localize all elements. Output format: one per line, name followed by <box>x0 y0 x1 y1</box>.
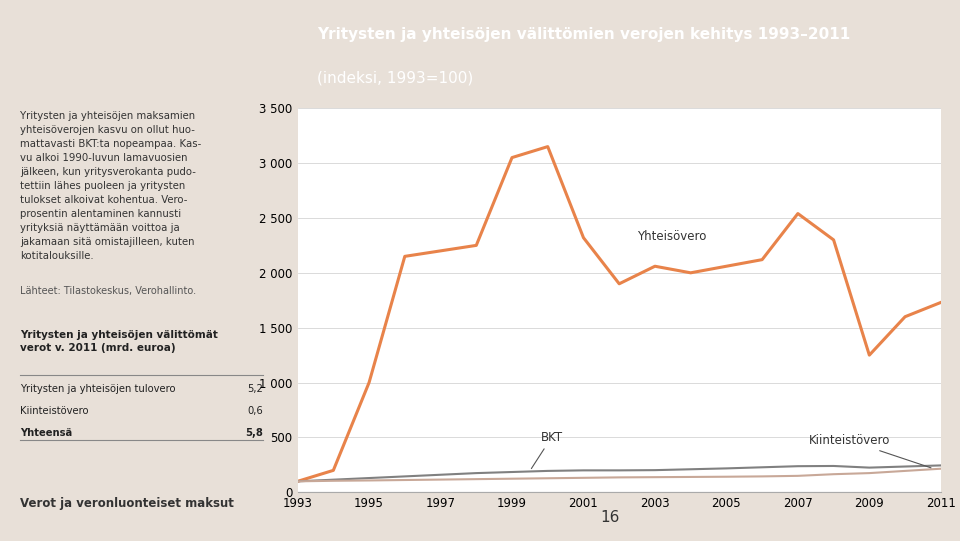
Text: Yritysten ja yhteisöjen välittömien verojen kehitys 1993–2011: Yritysten ja yhteisöjen välittömien vero… <box>317 27 851 42</box>
Text: Yritysten ja yhteisöjen välittömät
verot v. 2011 (mrd. euroa): Yritysten ja yhteisöjen välittömät verot… <box>20 330 218 353</box>
Text: Yhteisövero: Yhteisövero <box>637 230 707 243</box>
Text: 0,6: 0,6 <box>248 406 263 415</box>
Text: Kiinteistövero: Kiinteistövero <box>20 406 88 415</box>
Text: (indeksi, 1993=100): (indeksi, 1993=100) <box>317 70 473 85</box>
Text: Lähteet: Tilastokeskus, Verohallinto.: Lähteet: Tilastokeskus, Verohallinto. <box>20 286 196 296</box>
Text: 5,8: 5,8 <box>246 428 263 438</box>
Text: Yritysten ja yhteisöjen maksamien
yhteisöverojen kasvu on ollut huo-
mattavasti : Yritysten ja yhteisöjen maksamien yhteis… <box>20 111 201 261</box>
Text: Yhteensä: Yhteensä <box>20 428 72 438</box>
Text: Verot ja veronluonteiset maksut: Verot ja veronluonteiset maksut <box>20 497 233 510</box>
Text: BKT: BKT <box>532 431 563 469</box>
Text: Kiinteistövero: Kiinteistövero <box>808 434 931 468</box>
Text: Yritysten ja yhteisöjen tulovero: Yritysten ja yhteisöjen tulovero <box>20 384 176 393</box>
Text: 16: 16 <box>600 510 619 525</box>
Text: 5,2: 5,2 <box>248 384 263 393</box>
